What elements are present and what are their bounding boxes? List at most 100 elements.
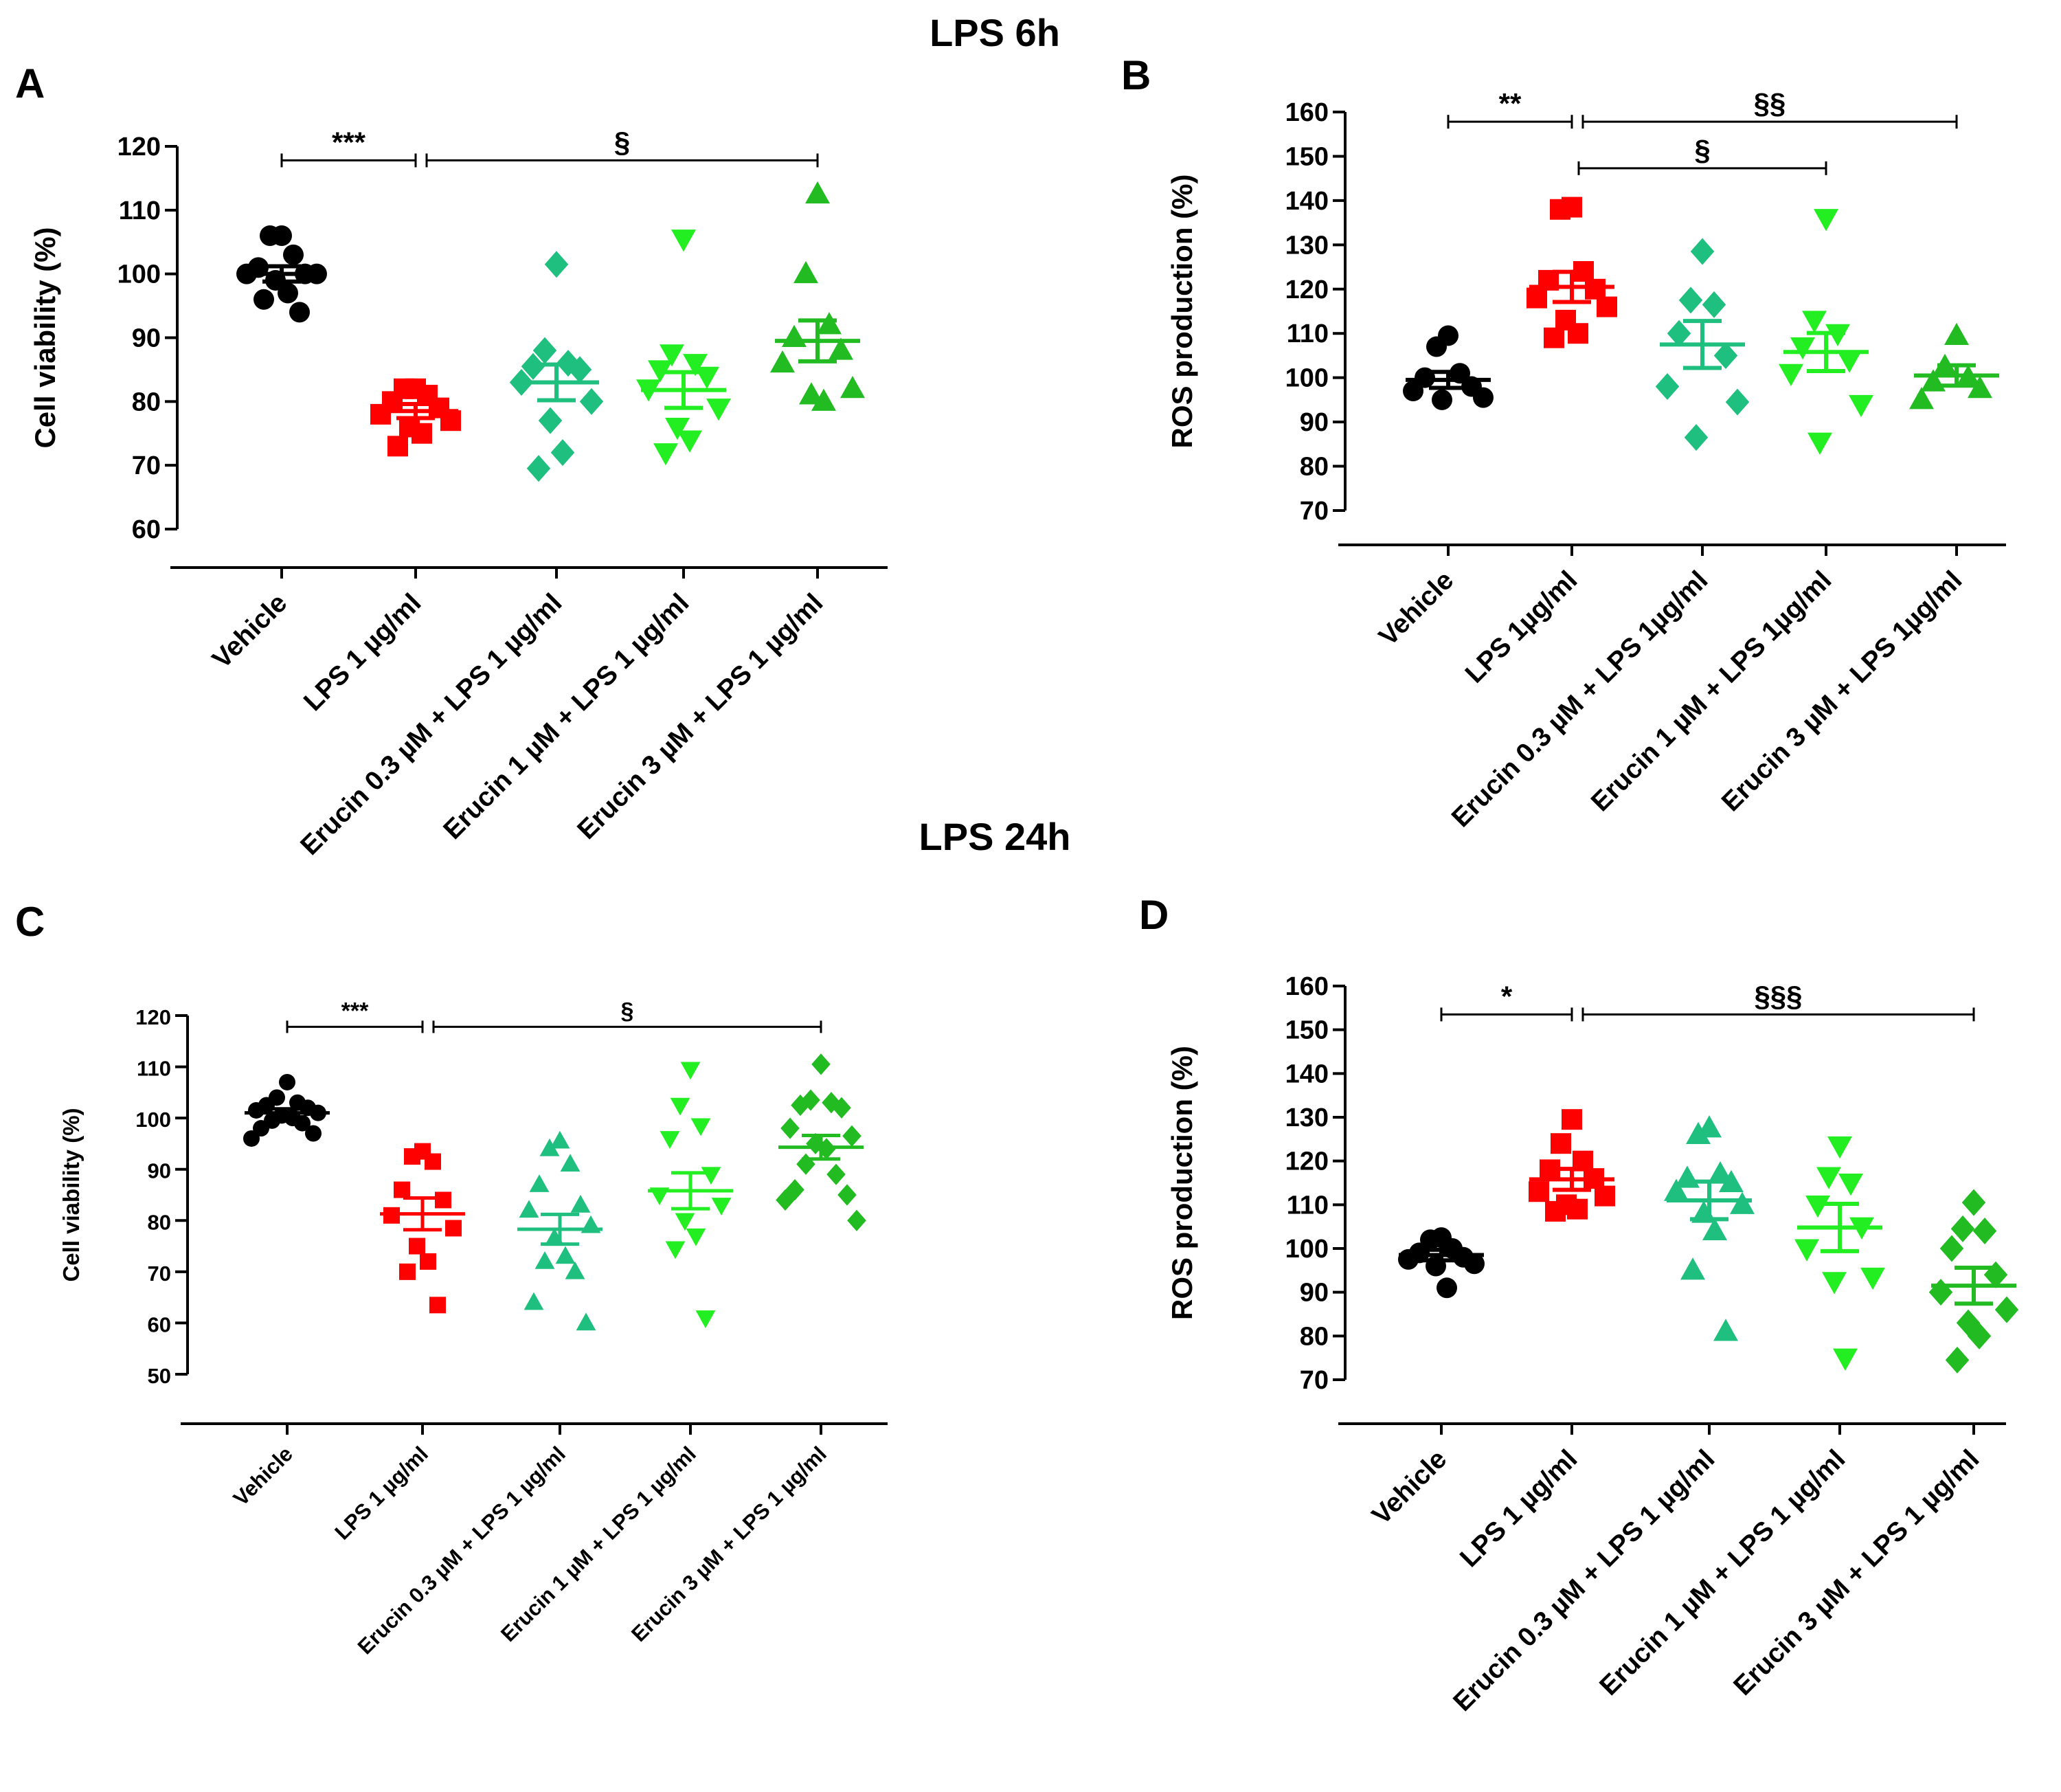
y-tick-label: 100 [1285,364,1329,393]
data-point [1967,1322,1992,1349]
y-tick-label: 120 [117,133,161,161]
y-tick-label: 50 [148,1364,171,1388]
y-tick-label: 120 [135,1005,171,1029]
significance-bracket: § [432,998,822,1033]
y-tick-label: 80 [132,388,161,416]
data-point [840,376,865,399]
data-point [1464,1253,1485,1275]
y-tick-label: 120 [1285,276,1329,304]
data-point [1730,1191,1755,1214]
panel-letter: C [15,899,45,945]
data-point [1816,1167,1841,1189]
data-point [1822,1272,1847,1295]
data-point [680,1062,701,1080]
significance-bracket: §§§ [1581,980,1975,1022]
data-point [1961,1189,1986,1216]
significance-label: *** [332,126,366,158]
significance-label: §§§ [1754,980,1802,1012]
data-point [305,1125,322,1142]
y-tick-label: 120 [1285,1147,1329,1176]
data-point [1805,1195,1830,1218]
data-point [791,1094,810,1117]
data-point [805,181,830,204]
data-point [1684,424,1709,451]
data-point [1825,324,1850,346]
y-tick-label: 70 [132,451,161,480]
data-point [1719,1169,1744,1192]
data-point [1860,1267,1885,1290]
category-label: Erucin 1 µM + LPS 1 µg/ml [438,588,695,845]
category-label: LPS 1 µg/ml [330,1442,433,1544]
data-point [1562,1109,1582,1130]
category-label: Erucin 3 µM + LPS 1 µg/ml [1728,1444,1985,1701]
significance-bracket: §§ [1581,87,1958,129]
panel-letter: A [15,60,45,107]
data-point [1802,311,1827,333]
section-title-6h: LPS 6h [930,11,1060,54]
y-tick-label: 160 [1285,98,1329,127]
y-tick-label: 90 [132,324,161,353]
category-label: Erucin 0.3 µM + LPS 1 µg/ml [295,588,567,861]
data-point [1994,1296,2019,1323]
data-point [1655,373,1680,401]
data-point [425,1153,441,1170]
significance-label: §§ [1754,87,1786,120]
data-point [529,1174,550,1192]
data-point [1678,287,1703,314]
y-tick-label: 90 [148,1159,171,1183]
significance-bracket: *** [280,126,417,168]
data-point [1849,394,1873,418]
data-point [420,1253,436,1270]
data-point [1664,1178,1689,1201]
data-point [1567,1198,1588,1220]
data-point [665,1241,686,1259]
data-point [570,1194,591,1213]
y-tick-label: 140 [1285,187,1329,216]
y-tick-label: 90 [1300,1279,1329,1308]
data-point [1686,1121,1711,1144]
y-tick-label: 60 [132,515,161,544]
y-tick-label: 100 [117,260,161,289]
data-point [294,1115,311,1132]
category-label: Vehicle [207,588,293,674]
data-point [1702,1218,1727,1241]
category-label: Erucin 3 µM + LPS 1µg/ml [1716,565,1968,817]
data-point [811,1053,831,1075]
significance-label: ** [1499,87,1522,120]
data-point [1833,1348,1858,1371]
data-point [1837,350,1862,373]
y-tick-label: 130 [1285,1104,1329,1132]
data-point [1398,1248,1419,1270]
category-label: Vehicle [229,1442,297,1510]
y-tick-label: 110 [119,197,161,225]
y-tick-label: 150 [1285,142,1329,171]
y-axis-title: ROS production (%) [1166,1046,1198,1320]
y-tick-label: 150 [1285,1016,1329,1045]
data-point [782,324,807,347]
data-point [847,1209,866,1231]
category-label: LPS 1µg/ml [1460,565,1584,689]
data-point [539,1138,560,1156]
data-point [526,455,551,482]
data-point [1545,1200,1566,1222]
panel-a-cell-viability-6h: A 60 70 80 90 100 110 120 Cell viability (%) Vehi… [15,60,888,861]
y-tick-label: 80 [1300,453,1329,482]
data-point [1790,337,1815,360]
data-point [1807,432,1832,455]
data-point [1690,238,1715,265]
y-tick-label: 100 [135,1108,171,1132]
category-label: Vehicle [1366,1444,1452,1530]
significance-bracket: * [1440,980,1573,1022]
category-label: LPS 1 µg/ml [298,588,427,717]
y-tick-label: 110 [1287,1191,1329,1220]
data-point [289,302,310,323]
data-point [1432,389,1452,410]
data-point [532,337,557,364]
data-point [519,1200,539,1218]
data-point [1725,388,1750,416]
data-point [387,436,408,457]
data-point [370,403,391,425]
category-label: LPS 1 µg/ml [1454,1444,1583,1573]
category-label: Erucin 0.3 µM + LPS 1µg/ml [1446,565,1713,833]
data-point [817,312,842,335]
